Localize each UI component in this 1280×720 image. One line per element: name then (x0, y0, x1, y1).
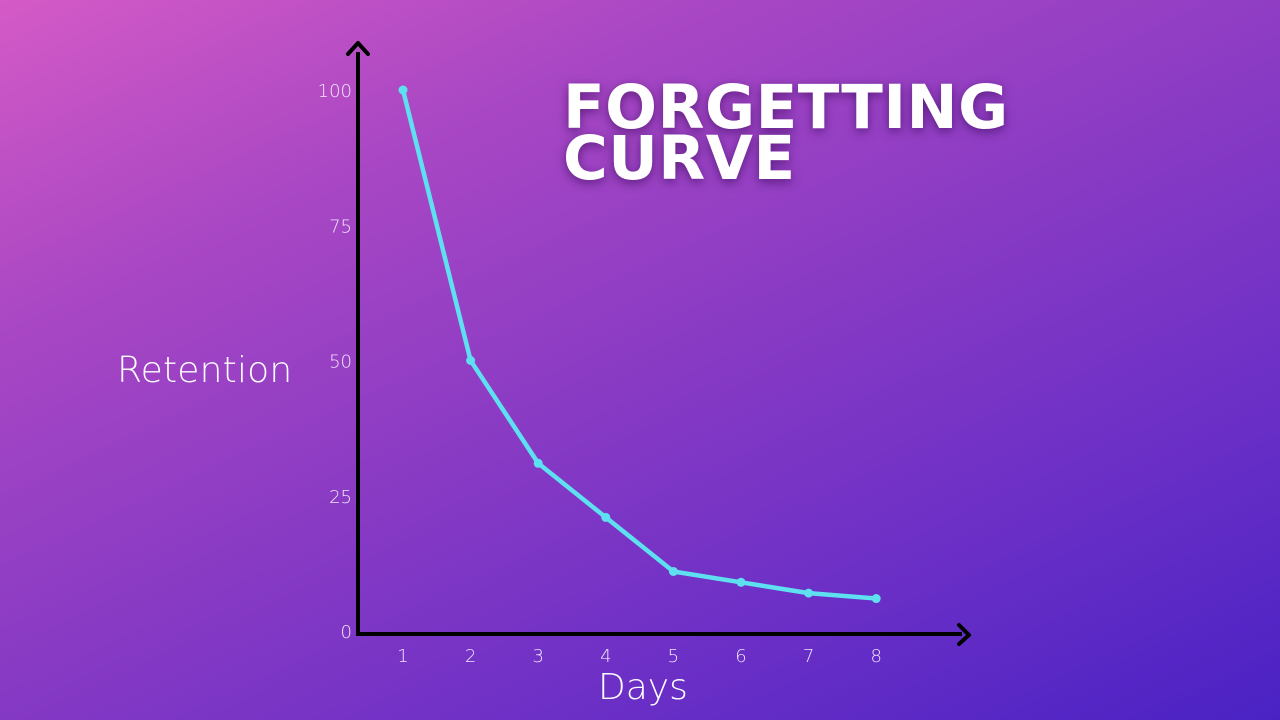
data-point (466, 356, 476, 365)
x-axis-arrow (957, 623, 971, 646)
x-tick-label: 3 (532, 646, 543, 667)
x-tick-label: 4 (600, 646, 611, 667)
data-point (533, 458, 543, 468)
series-line (400, 87, 879, 601)
data-point (668, 566, 678, 576)
x-axis-label: Days (598, 667, 688, 708)
y-axis-label: Retention (117, 350, 293, 391)
series-layer (398, 85, 881, 604)
x-tick-label: 1 (397, 646, 408, 667)
y-tick-label: 0 (341, 622, 352, 643)
y-tick-label: 75 (329, 216, 352, 237)
x-tick-labels: 1 2 3 4 5 6 7 8 (397, 646, 882, 667)
y-tick-label: 50 (329, 352, 352, 373)
data-point (398, 85, 408, 95)
y-tick-labels: 0 25 50 75 100 (318, 81, 352, 643)
data-point (871, 594, 881, 604)
chart-axes (346, 41, 971, 646)
y-tick-label: 100 (318, 81, 352, 102)
data-point (736, 577, 746, 587)
y-axis-arrow (346, 41, 370, 56)
x-tick-label: 7 (803, 646, 814, 667)
x-tick-label: 8 (870, 646, 881, 667)
x-tick-label: 5 (668, 646, 679, 667)
chart-title: FORGETTING CURVE (563, 72, 1009, 194)
x-tick-label: 6 (735, 646, 746, 667)
x-tick-label: 2 (465, 646, 476, 667)
y-tick-label: 25 (329, 487, 352, 508)
data-point (804, 588, 814, 598)
data-point (601, 512, 611, 522)
